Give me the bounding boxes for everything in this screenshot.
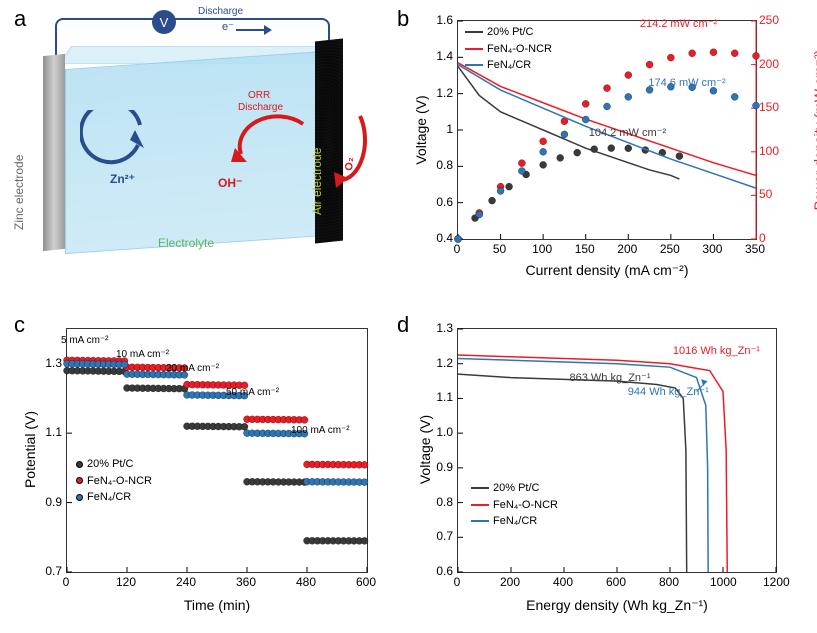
panel-b-ylabel-right: Power density (mW cm⁻²): [811, 20, 817, 240]
zn-ion-label: Zn²⁺: [110, 172, 135, 186]
oh-arrow-icon: [225, 112, 315, 182]
energy-density-annotation: 863 Wh kg_Zn⁻¹: [570, 371, 651, 384]
panel-c: c Time (min) Potential (V) 0120240360480…: [0, 310, 395, 633]
panel-c-legend: 20% Pt/CFeN₄-O-NCRFeN₄/CR: [76, 456, 152, 506]
voltmeter-icon: V: [152, 10, 176, 34]
peak-annotation: 104.2 mW cm⁻²: [589, 126, 666, 139]
panel-d-xlabel: Energy density (Wh kg_Zn⁻¹): [457, 597, 777, 614]
voltmeter-label: V: [160, 15, 169, 30]
panel-b-legend: 20% Pt/CFeN₄-O-NCRFeN₄/CR: [465, 24, 552, 74]
energy-density-annotation: 1016 Wh kg_Zn⁻¹: [673, 344, 760, 357]
o2-arrow-icon: [330, 108, 370, 198]
panel-a: a V Discharge e⁻ Zinc electrode Air elec…: [0, 0, 395, 295]
panel-b-xlabel: Current density (mA cm⁻²): [457, 262, 757, 279]
peak-annotation: 214.2 mW cm⁻²: [640, 17, 717, 30]
zn-air-schematic: V Discharge e⁻ Zinc electrode Air electr…: [0, 0, 395, 295]
energy-density-annotation: 944 Wh kg_Zn⁻¹: [628, 385, 709, 398]
electron-label: e⁻: [222, 20, 234, 33]
panel-d-plot: [457, 328, 777, 573]
rate-annotation: 50 mA cm⁻²: [226, 387, 279, 398]
rate-annotation: 5 mA cm⁻²: [61, 335, 109, 346]
zinc-electrode-label: Zinc electrode: [12, 155, 26, 230]
o2-label: O₂: [344, 157, 356, 170]
oh-label: OH⁻: [218, 176, 242, 190]
rate-annotation: 20 mA cm⁻²: [166, 363, 219, 374]
rate-annotation: 100 mA cm⁻²: [291, 425, 350, 436]
panel-d-legend: 20% Pt/CFeN₄-O-NCRFeN₄/CR: [471, 480, 558, 530]
discharge-label-top: Discharge: [198, 6, 243, 17]
panel-d-label: d: [397, 312, 409, 338]
zinc-electrode: [43, 54, 65, 251]
panel-d: d Energy density (Wh kg_Zn⁻¹) Voltage (V…: [395, 310, 817, 633]
electrolyte-label: Electrolyte: [158, 236, 214, 250]
orr-label: ORR: [248, 90, 270, 101]
peak-annotation: 174.6 mW cm⁻²: [648, 76, 725, 89]
panel-b-label: b: [397, 6, 409, 32]
panel-c-xlabel: Time (min): [66, 597, 368, 613]
panel-b: b Current density (mA cm⁻²) Voltage (V) …: [395, 0, 817, 295]
rate-annotation: 10 mA cm⁻²: [116, 349, 169, 360]
